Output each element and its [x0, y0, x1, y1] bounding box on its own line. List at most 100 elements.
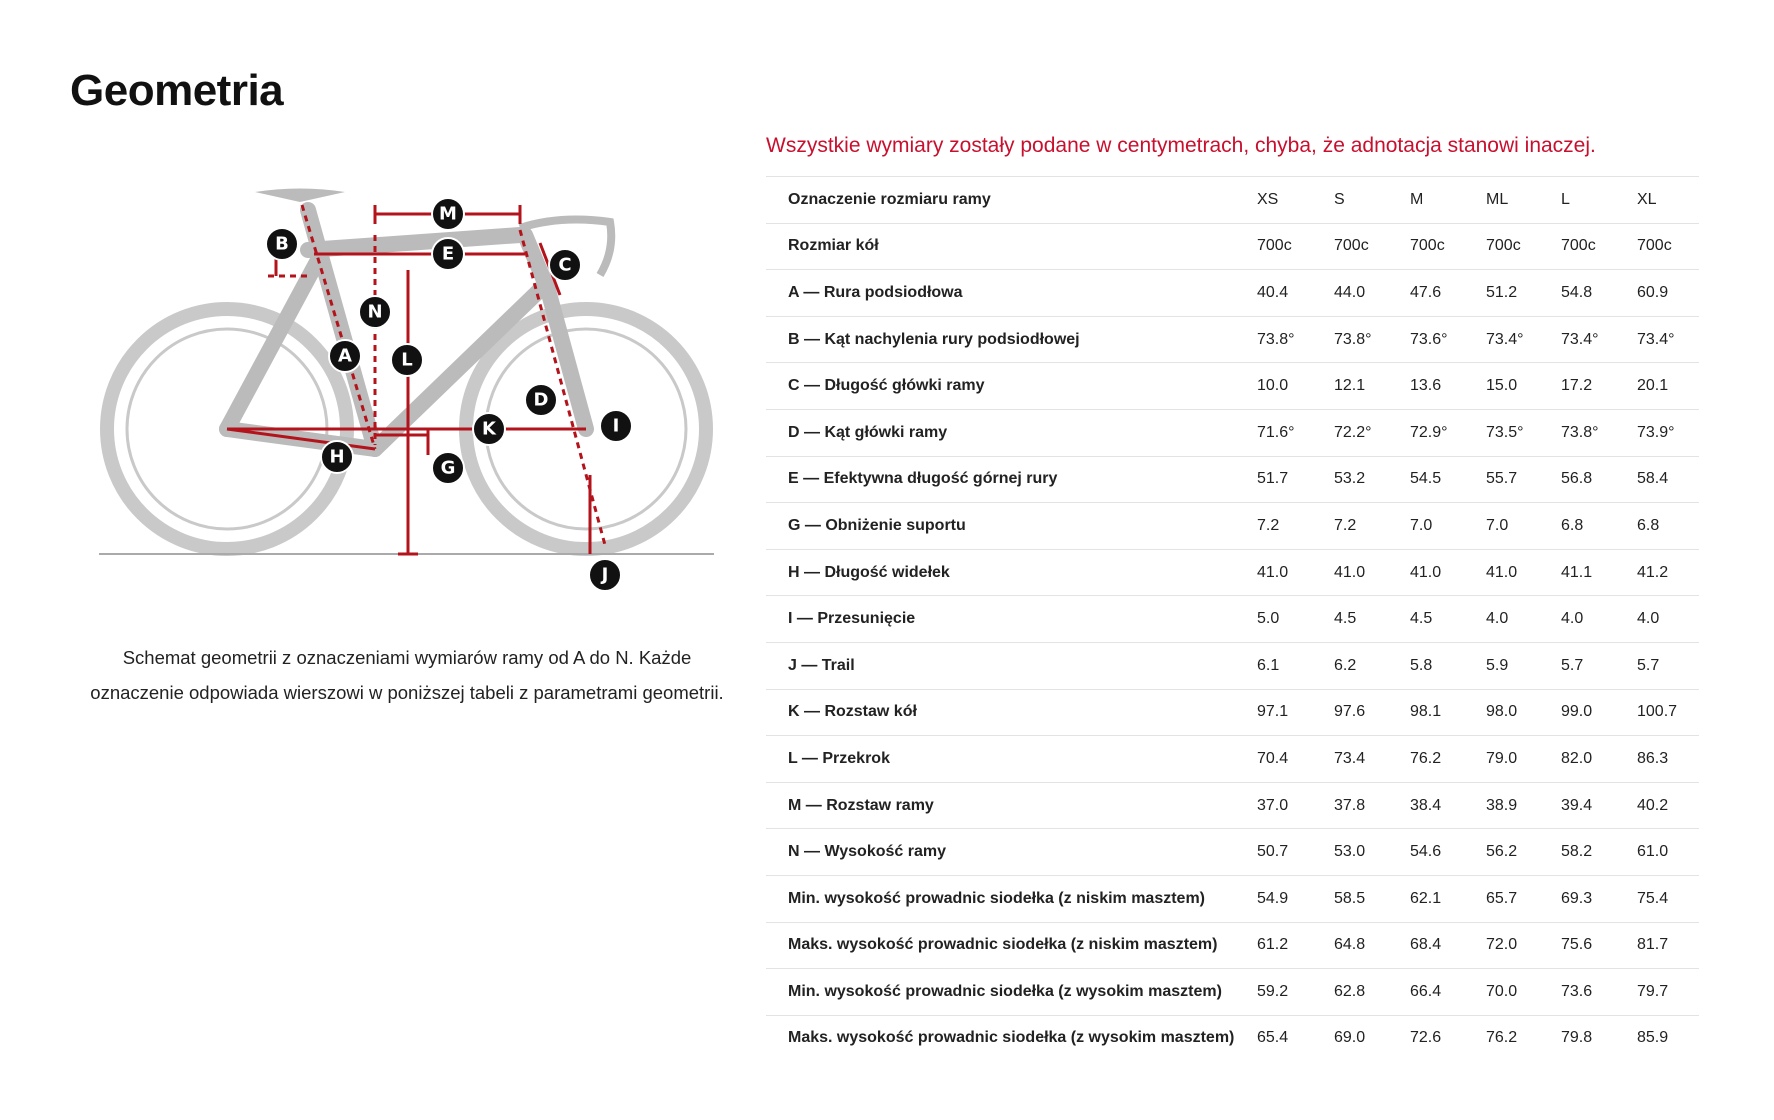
row-label: A — Rura podsiodłowa — [788, 283, 963, 301]
row-label: M — Rozstaw ramy — [788, 796, 934, 814]
cell: 61.2 — [1257, 936, 1289, 954]
cell: 58.2 — [1561, 843, 1593, 861]
cell: 6.1 — [1257, 656, 1280, 674]
cell: 54.5 — [1410, 470, 1442, 488]
table-row: Maks. wysokość prowadnic siodełka (z nis… — [766, 921, 1699, 969]
cell: 10.0 — [1257, 377, 1289, 395]
row-label: Maks. wysokość prowadnic siodełka (z wys… — [788, 1029, 1235, 1047]
cell: 62.1 — [1410, 889, 1442, 907]
badge — [265, 227, 299, 261]
cell: 98.0 — [1486, 703, 1518, 721]
title: Geometria — [70, 66, 284, 115]
cell: 40.4 — [1257, 283, 1289, 301]
badge-label: G — [441, 458, 456, 479]
cell: 54.9 — [1257, 889, 1289, 907]
row-label: Oznaczenie rozmiaru ramy — [788, 190, 991, 208]
cell: 56.2 — [1486, 843, 1518, 861]
cell: 69.0 — [1334, 1029, 1366, 1047]
cell: 76.2 — [1410, 749, 1442, 767]
cell: 51.2 — [1486, 283, 1518, 301]
cell: 72.6 — [1410, 1029, 1442, 1047]
cell: 99.0 — [1561, 703, 1593, 721]
diagram-caption: Schemat geometrii z oznaczeniami wymiaró… — [60, 640, 754, 710]
cell: 79.7 — [1637, 982, 1669, 1000]
cell: 40.2 — [1637, 796, 1669, 814]
cell: 68.4 — [1410, 936, 1442, 954]
cell: ML — [1486, 190, 1509, 208]
cell: 61.0 — [1637, 843, 1669, 861]
cell: 70.0 — [1486, 982, 1518, 1000]
cell: 69.3 — [1561, 889, 1593, 907]
geometry-table: Oznaczenie rozmiaru ramy XS S M ML L XL Rozmiar… — [766, 176, 1699, 1061]
cell: 41.0 — [1410, 563, 1442, 581]
cell: 76.2 — [1486, 1029, 1518, 1047]
table-row: D — Kąt główki ramy 71.6° 72.2° 72.9° 73.5° 7… — [766, 408, 1699, 456]
row-label: D — Kąt główki ramy — [788, 423, 948, 441]
row-label: I — Przesunięcie — [788, 610, 916, 628]
badge-label: B — [275, 234, 289, 255]
cell: 82.0 — [1561, 749, 1593, 767]
row-label: N — Wysokość ramy — [788, 843, 946, 861]
cell: 6.8 — [1637, 516, 1660, 534]
badge-label: I — [613, 416, 620, 437]
row-label: E — Efektywna długość górnej rury — [788, 470, 1058, 488]
cell: 5.8 — [1410, 656, 1433, 674]
badge — [548, 248, 582, 282]
table-row: C — Długość główki ramy 10.0 12.1 13.6 15.0 1… — [766, 362, 1699, 409]
cell: 51.7 — [1257, 470, 1289, 488]
cell: 38.4 — [1410, 796, 1442, 814]
cell: 4.5 — [1410, 610, 1433, 628]
table-row: J — Trail 6.1 6.2 5.8 5.9 5.7 5.7 — [766, 641, 1699, 689]
badge — [431, 197, 465, 231]
cell: 97.6 — [1334, 703, 1366, 721]
cell: 20.1 — [1637, 377, 1669, 395]
cell: 70.4 — [1257, 749, 1289, 767]
row-label: G — Obniżenie suportu — [788, 516, 966, 534]
cell: 54.8 — [1561, 283, 1593, 301]
cell: 58.5 — [1334, 889, 1366, 907]
cell: 700c — [1410, 237, 1445, 255]
cell: 53.2 — [1334, 470, 1366, 488]
cell: M — [1410, 190, 1424, 208]
badge — [320, 440, 354, 474]
cell: 59.2 — [1257, 982, 1289, 1000]
row-label: L — Przekrok — [788, 749, 890, 767]
badge-label: N — [367, 302, 382, 323]
cell: 73.8° — [1561, 423, 1599, 441]
row-label: Rozmiar kół — [788, 237, 879, 255]
cell: 64.8 — [1334, 936, 1366, 954]
cell: 75.6 — [1561, 936, 1593, 954]
units-note: Wszystkie wymiary zostały podane w centy… — [766, 134, 1596, 157]
cell: 71.6° — [1257, 423, 1295, 441]
cell: 98.1 — [1410, 703, 1442, 721]
row-label: J — Trail — [788, 656, 855, 674]
table-row: Min. wysokość prowadnic siodełka (z wyso… — [766, 968, 1699, 1015]
cell: 5.7 — [1561, 656, 1584, 674]
cell: 58.4 — [1637, 470, 1669, 488]
bike-diagram: M B E C N A L D K I H G J — [99, 188, 714, 592]
cell: 53.0 — [1334, 843, 1366, 861]
cell: 54.6 — [1410, 843, 1442, 861]
row-label: Min. wysokość prowadnic siodełka (z nisk… — [788, 889, 1206, 907]
cell: 44.0 — [1334, 283, 1366, 301]
cell: 39.4 — [1561, 796, 1593, 814]
table-row: L — Przekrok 70.4 73.4 76.2 79.0 82.0 86.3 — [766, 735, 1699, 782]
cell: 81.7 — [1637, 936, 1669, 954]
cell: 72.0 — [1486, 936, 1518, 954]
badge-label: E — [442, 244, 454, 265]
row-label: C — Długość główki ramy — [788, 377, 985, 395]
cell: 55.7 — [1486, 470, 1518, 488]
badge — [472, 412, 506, 446]
caption-line: oznaczenie odpowiada wierszowi w poniższ… — [90, 682, 724, 703]
cell: 73.5° — [1486, 423, 1524, 441]
table-row: E — Efektywna długość górnej rury 51.7 53.… — [766, 455, 1699, 503]
cell: 50.7 — [1257, 843, 1289, 861]
table-row: Rozmiar kół 700c 700c 700c 700c 700c 700c — [766, 222, 1699, 270]
dimension-lines — [226, 204, 607, 556]
cell: 73.4° — [1486, 330, 1524, 348]
cell: 73.8° — [1257, 330, 1295, 348]
cell: 41.0 — [1486, 563, 1518, 581]
cell: 700c — [1334, 237, 1369, 255]
badge — [431, 237, 465, 271]
